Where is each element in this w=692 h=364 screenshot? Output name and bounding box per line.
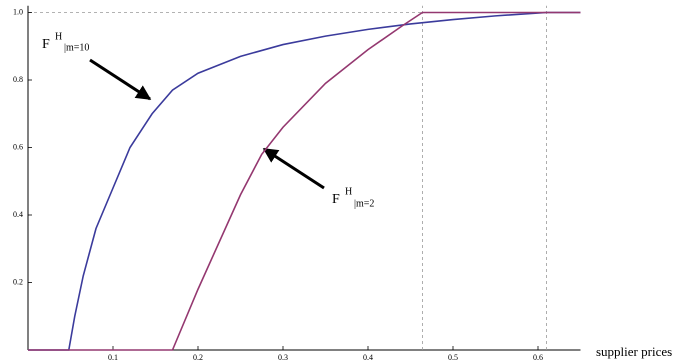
x-tick-label: 0.3: [278, 353, 288, 362]
x-tick-label: 0.4: [363, 353, 373, 362]
arrow: [262, 147, 325, 190]
annotation-sup: H: [55, 31, 62, 42]
y-tick-label: 0.6: [13, 142, 23, 151]
x-tick-label: 0.2: [193, 353, 203, 362]
annotation: F H |m=10: [42, 31, 152, 101]
annotation-sub: |m=2: [354, 198, 374, 209]
x-tick-label: 0.5: [448, 353, 458, 362]
x-axis-label: supplier prices: [596, 344, 672, 359]
annotation-sup: H: [345, 186, 352, 197]
line-series: [28, 11, 581, 351]
annotation-text: F: [42, 37, 50, 52]
x-tick-label: 0.6: [533, 353, 543, 362]
x-tick-label: 0.1: [108, 353, 118, 362]
y-tick-label: 0.8: [13, 75, 23, 84]
y-tick-label: 0.2: [13, 277, 23, 286]
line-series: [28, 11, 581, 351]
annotation: F H |m=2: [262, 147, 374, 209]
annotation-text: F: [332, 192, 340, 207]
y-tick-label: 0.4: [13, 210, 23, 219]
annotation-sub: |m=10: [64, 42, 89, 53]
arrow: [89, 58, 152, 101]
y-tick-label: 1.0: [13, 7, 23, 16]
